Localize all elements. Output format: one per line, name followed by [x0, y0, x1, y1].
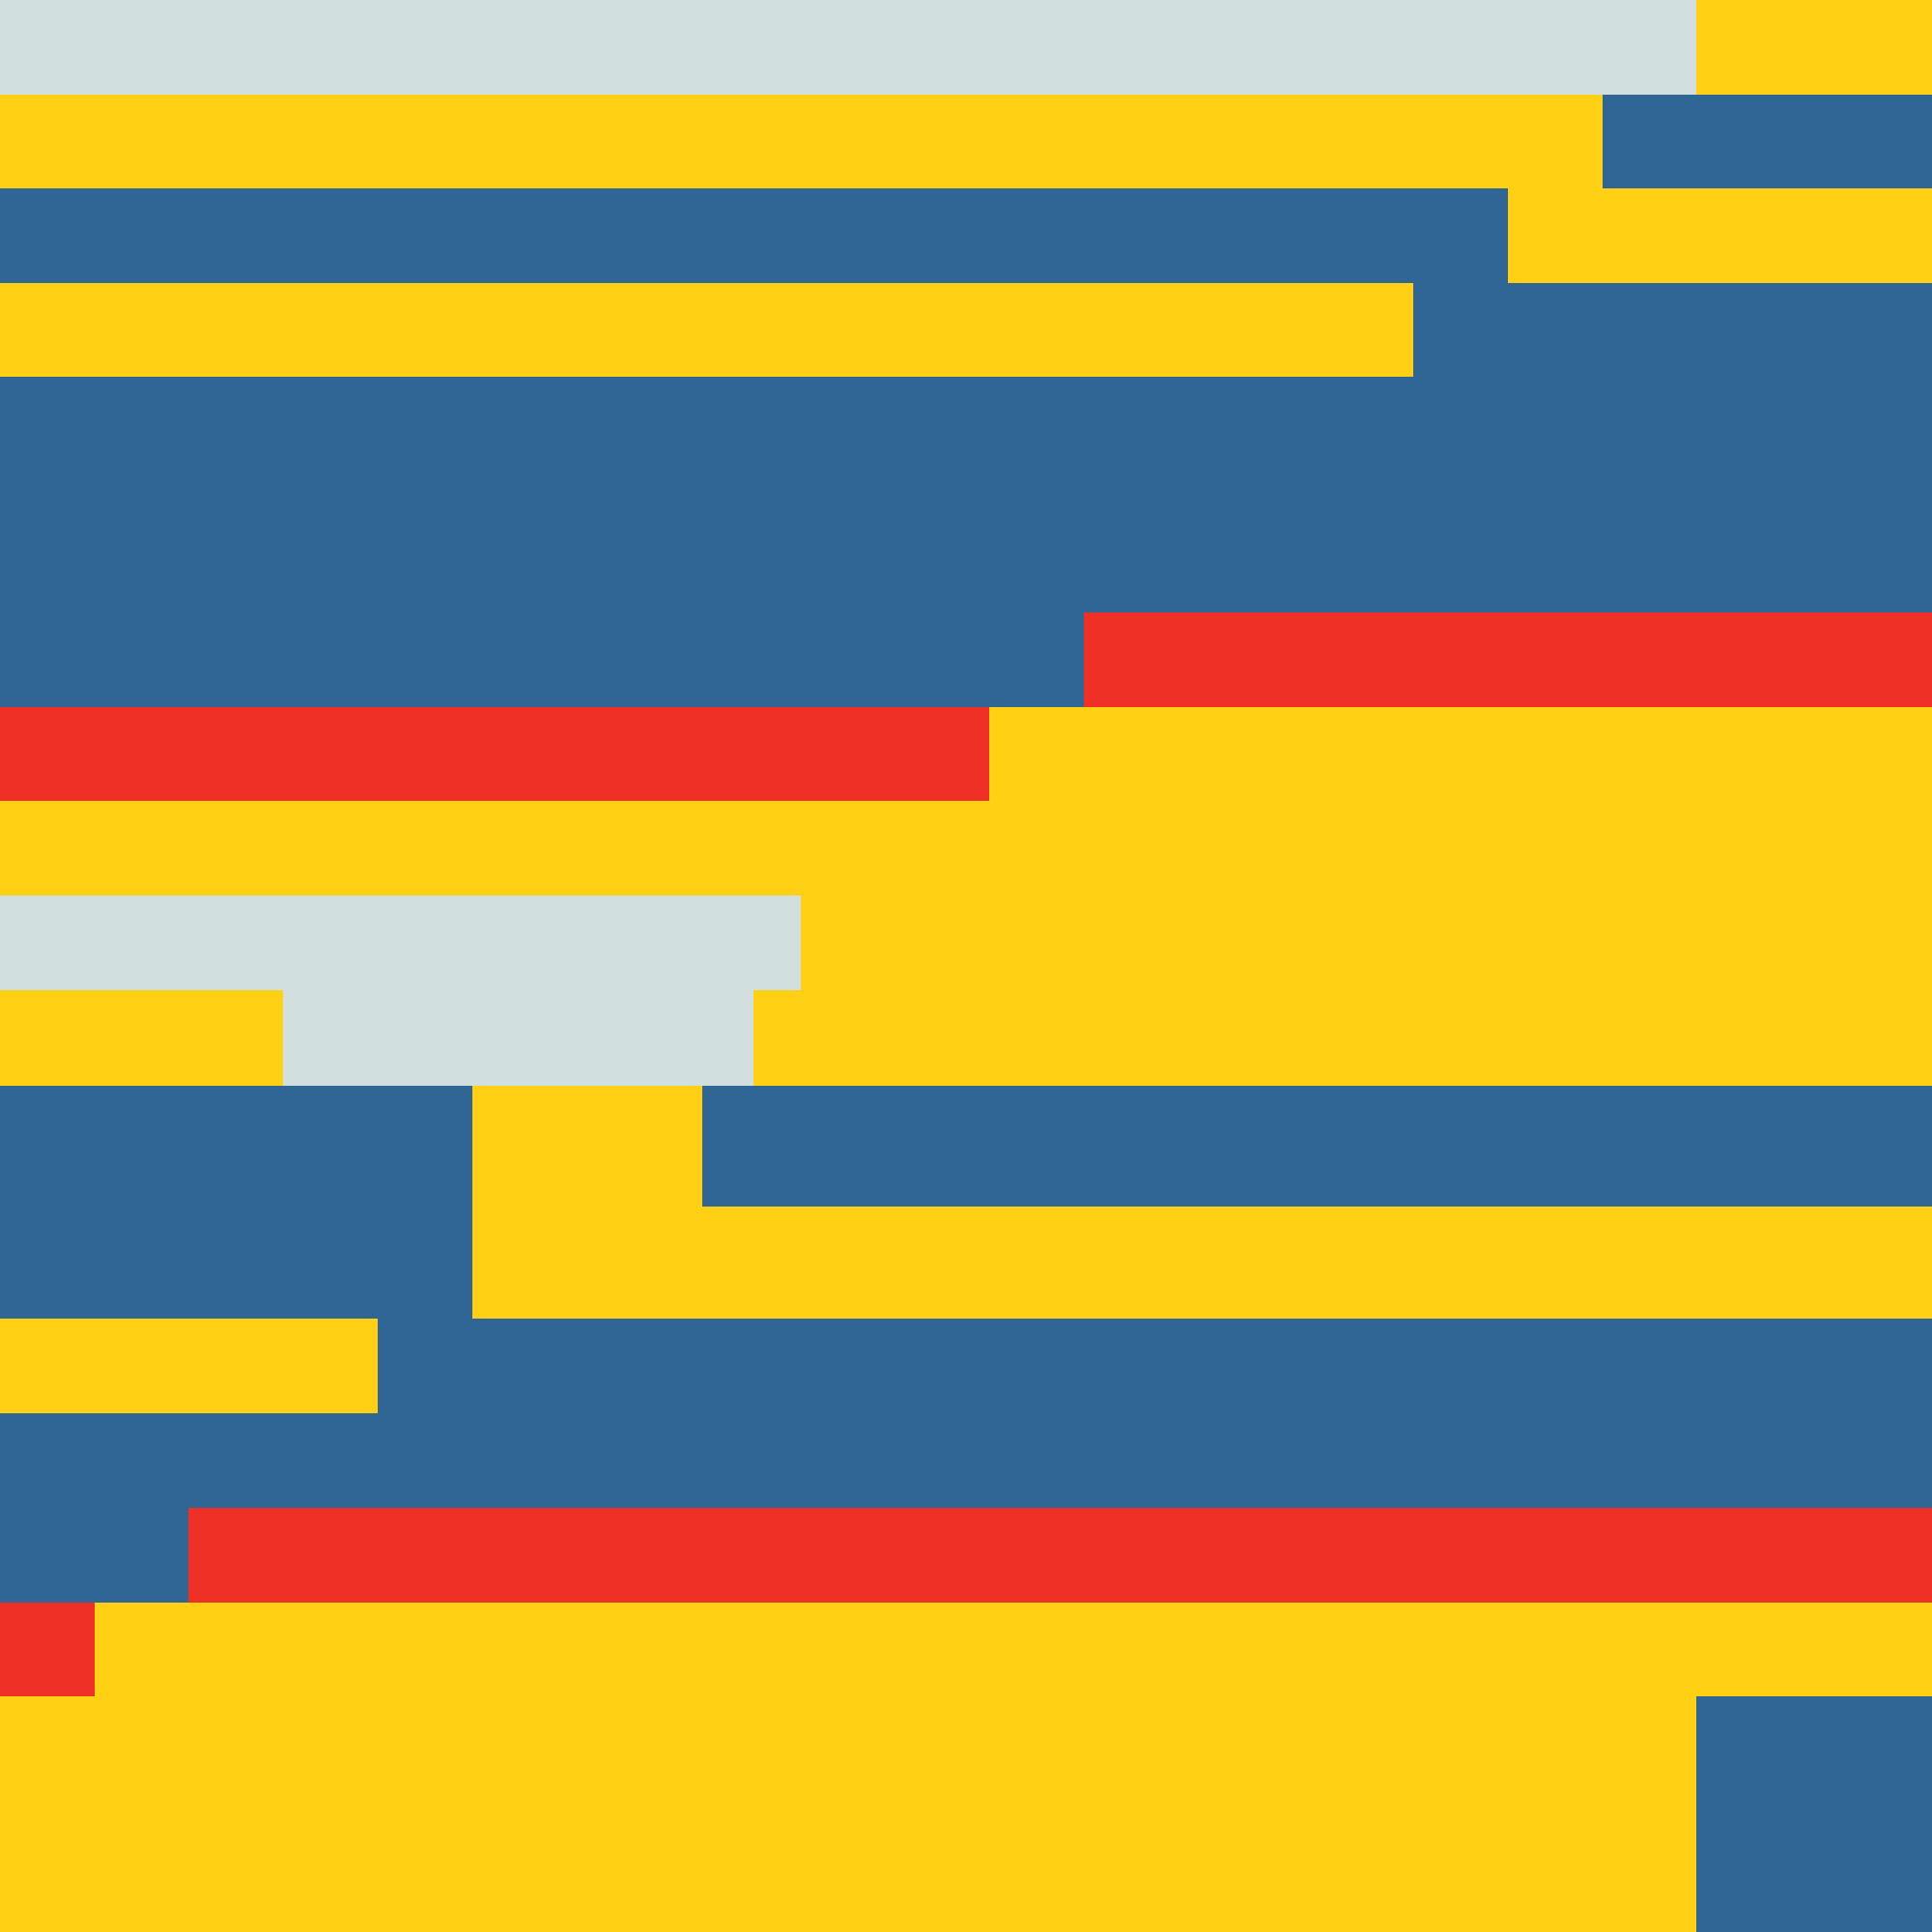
yellow-block: [0, 801, 1932, 895]
stripe-row-2: [0, 95, 1932, 188]
blue-block: [1696, 1696, 1932, 1932]
yellow-block: [0, 1319, 378, 1413]
red-block: [1084, 612, 1932, 707]
stripe-row-11: [0, 1086, 1932, 1207]
red-block: [0, 707, 989, 801]
blue-block: [0, 1086, 472, 1207]
stripe-row-7: [0, 707, 1932, 801]
stripe-row-5: [0, 377, 1932, 612]
blue-block: [1603, 95, 1932, 188]
blue-block: [702, 1086, 1932, 1207]
yellow-block: [989, 707, 1932, 801]
yellow-block: [1696, 0, 1932, 95]
stripe-row-6: [0, 612, 1932, 707]
yellow-block: [0, 95, 1603, 188]
yellow-block: [0, 283, 1413, 377]
red-block: [0, 1603, 95, 1696]
blue-block: [378, 1319, 1932, 1413]
stripe-row-3: [0, 188, 1932, 283]
stripe-row-14: [0, 1413, 1932, 1508]
yellow-block: [472, 1086, 702, 1207]
stripe-row-10: [0, 990, 1932, 1086]
blue-block: [0, 1207, 472, 1319]
stripe-row-4: [0, 283, 1932, 377]
stripe-row-13: [0, 1319, 1932, 1413]
blue-block: [0, 1508, 188, 1603]
yellow-block: [0, 1696, 1696, 1932]
yellow-block: [95, 1603, 1932, 1696]
stripe-row-16: [0, 1603, 1932, 1696]
yellow-block: [753, 990, 1932, 1086]
stripe-row-17: [0, 1696, 1932, 1932]
blue-block: [0, 377, 1932, 612]
gray-block: [283, 990, 753, 1086]
stripe-row-15: [0, 1508, 1932, 1603]
yellow-block: [472, 1207, 1932, 1319]
yellow-block: [1508, 188, 1932, 283]
red-block: [188, 1508, 1932, 1603]
yellow-block: [0, 990, 283, 1086]
stripe-row-8: [0, 801, 1932, 895]
gray-block: [0, 895, 801, 990]
stripe-row-12: [0, 1207, 1932, 1319]
gray-block: [0, 0, 1696, 95]
blue-block: [0, 188, 1508, 283]
stripe-row-9: [0, 895, 1932, 990]
blue-block: [0, 612, 1084, 707]
yellow-block: [801, 895, 1932, 990]
stripe-row-1: [0, 0, 1932, 95]
blue-block: [1413, 283, 1932, 377]
blue-block: [0, 1413, 1932, 1508]
